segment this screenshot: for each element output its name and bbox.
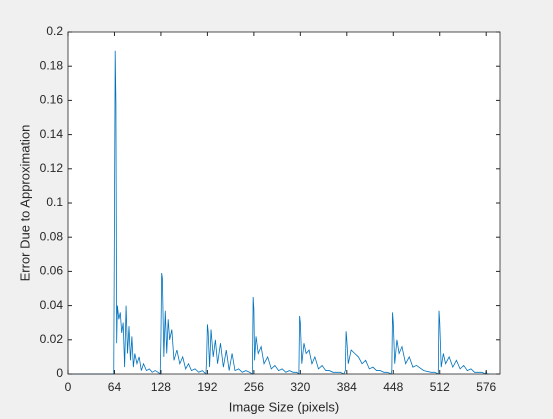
y-tick-label: 0 bbox=[56, 366, 63, 380]
y-axis-label: Error Due to Approximation bbox=[17, 125, 32, 282]
x-tick-label: 192 bbox=[197, 380, 217, 394]
y-tick-label: 0.12 bbox=[40, 161, 64, 175]
x-tick-label: 576 bbox=[476, 380, 496, 394]
y-tick-label: 0.06 bbox=[40, 264, 64, 278]
y-tick-label: 0.14 bbox=[40, 127, 64, 141]
y-tick-label: 0.1 bbox=[46, 195, 63, 209]
x-tick-label: 320 bbox=[290, 380, 310, 394]
x-tick-label: 256 bbox=[244, 380, 264, 394]
x-tick-label: 384 bbox=[337, 380, 357, 394]
y-tick-label: 0.04 bbox=[40, 298, 64, 312]
y-tick-label: 0.18 bbox=[40, 58, 64, 72]
x-tick-label: 64 bbox=[108, 380, 122, 394]
y-tick-label: 0.16 bbox=[40, 93, 64, 107]
data-line bbox=[68, 50, 490, 375]
x-axis-label: Image Size (pixels) bbox=[229, 399, 340, 414]
x-tick-label: 128 bbox=[151, 380, 171, 394]
x-tick-label: 512 bbox=[430, 380, 450, 394]
axes-background bbox=[68, 32, 500, 374]
y-tick-label: 0.02 bbox=[40, 332, 64, 346]
y-tick-label: 0.2 bbox=[46, 24, 63, 38]
x-tick-label: 0 bbox=[65, 380, 72, 394]
y-tick-label: 0.08 bbox=[40, 229, 64, 243]
x-tick-label: 448 bbox=[383, 380, 403, 394]
